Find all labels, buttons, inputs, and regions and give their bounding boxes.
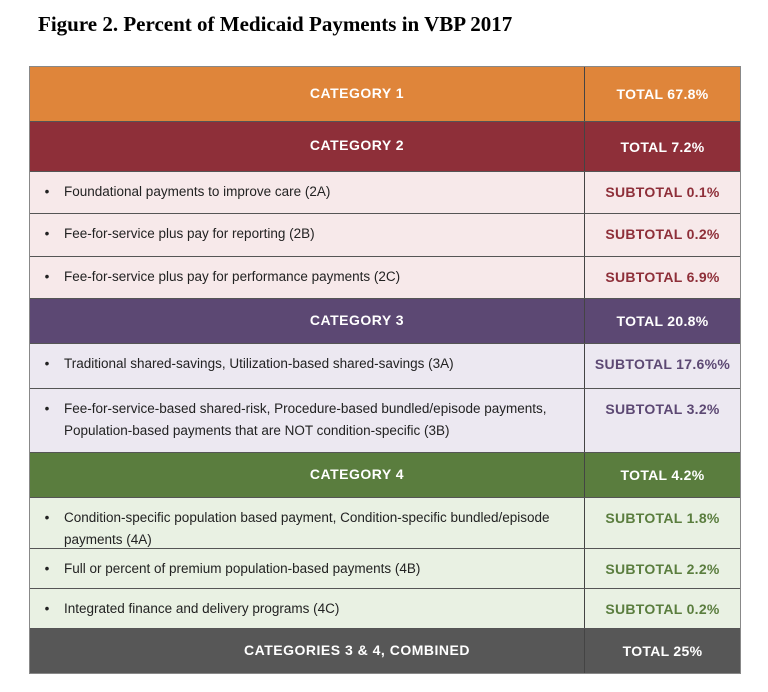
row-label: Integrated finance and delivery programs… bbox=[64, 601, 340, 616]
row-value: SUBTOTAL 0.2% bbox=[605, 601, 720, 617]
row-label-cell: • Integrated finance and delivery program… bbox=[30, 589, 585, 628]
bullet-icon: • bbox=[44, 184, 50, 199]
row-value: TOTAL 25% bbox=[622, 643, 703, 659]
category-row: CATEGORY 4 TOTAL 4.2% bbox=[30, 453, 740, 498]
row-value: TOTAL 67.8% bbox=[616, 86, 709, 102]
subcategory-row: • Foundational payments to improve care (… bbox=[30, 172, 740, 214]
row-value: TOTAL 20.8% bbox=[616, 313, 709, 329]
subcategory-row: • Fee-for-service-based shared-risk, Proc… bbox=[30, 389, 740, 453]
row-label: Foundational payments to improve care (2… bbox=[64, 184, 331, 199]
row-label: Full or percent of premium population-ba… bbox=[64, 561, 421, 576]
row-label-cell: CATEGORY 1 bbox=[30, 67, 585, 121]
row-label-cell: • Fee-for-service-based shared-risk, Proc… bbox=[30, 389, 585, 452]
row-label-cell: CATEGORY 3 bbox=[30, 299, 585, 343]
row-label: Fee-for-service plus pay for reporting (… bbox=[64, 226, 315, 241]
bullet-icon: • bbox=[44, 356, 50, 371]
subcategory-row: • Traditional shared-savings, Utilization… bbox=[30, 344, 740, 389]
subcategory-row: • Condition-specific population based pay… bbox=[30, 498, 740, 549]
row-label: Fee-for-service-based shared-risk, Proce… bbox=[64, 401, 547, 438]
subcategory-row: • Fee-for-service plus pay for reporting … bbox=[30, 214, 740, 257]
bullet-icon: • bbox=[44, 269, 50, 284]
row-label-cell: CATEGORIES 3 & 4, COMBINED bbox=[30, 629, 585, 673]
subcategory-row: • Integrated finance and delivery program… bbox=[30, 589, 740, 629]
row-label-cell: • Condition-specific population based pay… bbox=[30, 498, 585, 548]
row-label: CATEGORIES 3 & 4, COMBINED bbox=[244, 641, 470, 658]
category-row: CATEGORY 2 TOTAL 7.2% bbox=[30, 122, 740, 172]
row-label-cell: • Full or percent of premium population-b… bbox=[30, 549, 585, 588]
row-label: CATEGORY 1 bbox=[309, 84, 405, 101]
row-value: SUBTOTAL 1.8% bbox=[605, 510, 720, 526]
row-label-cell: • Fee-for-service plus pay for performanc… bbox=[30, 257, 585, 298]
subcategory-row: • Full or percent of premium population-b… bbox=[30, 549, 740, 589]
row-value: SUBTOTAL 17.6%% bbox=[594, 356, 731, 372]
bullet-icon: • bbox=[44, 401, 50, 416]
row-label-cell: • Foundational payments to improve care (… bbox=[30, 172, 585, 213]
vbp-table: CATEGORY 1 TOTAL 67.8% CATEGORY 2 TOTAL 7.2… bbox=[29, 66, 741, 674]
bullet-icon: • bbox=[44, 510, 50, 525]
row-value: SUBTOTAL 0.2% bbox=[605, 226, 720, 242]
row-value: SUBTOTAL 3.2% bbox=[605, 401, 720, 417]
row-value: SUBTOTAL 2.2% bbox=[605, 561, 720, 577]
row-value: TOTAL 4.2% bbox=[620, 467, 705, 483]
row-value: TOTAL 7.2% bbox=[620, 138, 705, 155]
row-label: Fee-for-service plus pay for performance… bbox=[64, 269, 401, 284]
bullet-icon: • bbox=[44, 561, 50, 576]
bullet-icon: • bbox=[44, 226, 50, 241]
row-label: CATEGORY 2 bbox=[309, 137, 405, 153]
row-label: CATEGORY 4 bbox=[309, 465, 405, 482]
category-row: CATEGORY 3 TOTAL 20.8% bbox=[30, 299, 740, 344]
bullet-icon: • bbox=[44, 601, 50, 616]
row-label-cell: • Traditional shared-savings, Utilization… bbox=[30, 344, 585, 388]
category-row: CATEGORY 1 TOTAL 67.8% bbox=[30, 67, 740, 122]
row-label-cell: CATEGORY 4 bbox=[30, 453, 585, 497]
row-value: SUBTOTAL 0.1% bbox=[605, 184, 720, 200]
row-value: SUBTOTAL 6.9% bbox=[605, 269, 720, 285]
row-label-cell: CATEGORY 2 bbox=[30, 122, 585, 171]
row-label-cell: • Fee-for-service plus pay for reporting … bbox=[30, 214, 585, 256]
row-label: CATEGORY 3 bbox=[309, 311, 405, 328]
row-label: Traditional shared-savings, Utilization-… bbox=[64, 356, 454, 371]
figure-title: Figure 2. Percent of Medicaid Payments i… bbox=[38, 12, 513, 36]
category-row: CATEGORIES 3 & 4, COMBINED TOTAL 25% bbox=[30, 629, 740, 673]
row-label: Condition-specific population based paym… bbox=[64, 510, 550, 547]
subcategory-row: • Fee-for-service plus pay for performanc… bbox=[30, 257, 740, 299]
